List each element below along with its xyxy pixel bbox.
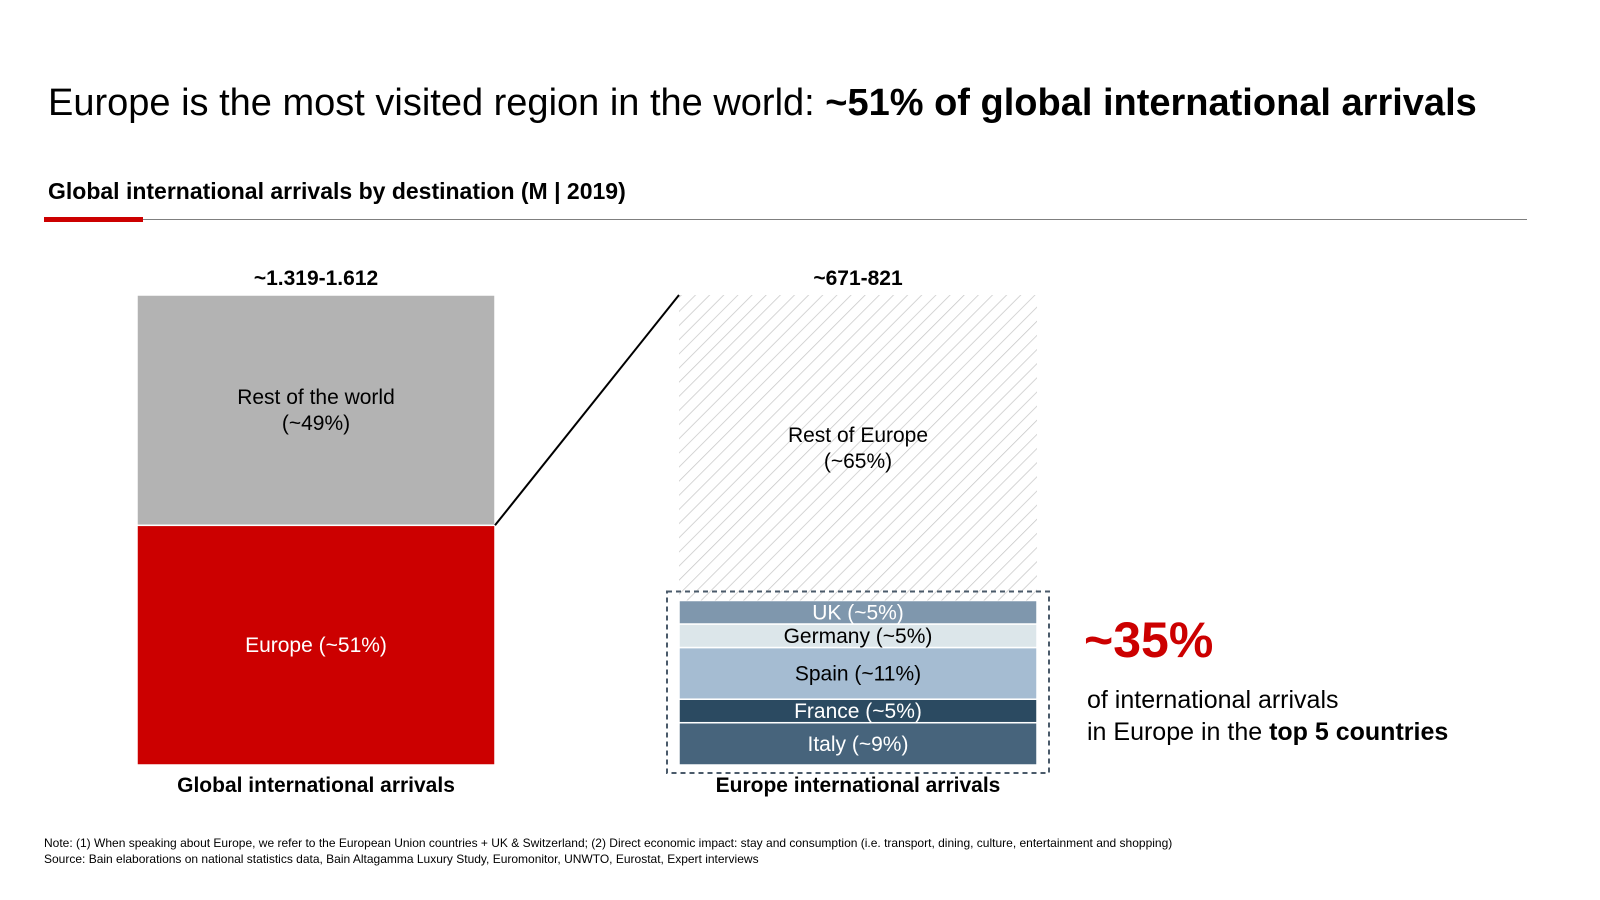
label-spain: Spain (~11%) [795,662,921,685]
segment-spain [678,646,1038,700]
subtitle-divider [44,219,1527,220]
label-uk: UK (~5%) [812,601,904,624]
category-label-global-international-arrivals: Global international arrivals [177,774,455,797]
subtitle-accent-bar [44,217,143,222]
label-italy: Italy (~9%) [808,733,909,756]
label-rest-of-europe-1: (~65%) [824,450,892,473]
slide-title: Europe is the most visited region in the… [48,80,1578,126]
footnote: Note: (1) When speaking about Europe, we… [44,835,1172,867]
segment-europe [136,524,496,766]
top5-share-value: ~35% [1084,612,1214,668]
title-regular: Europe is the most visited region in the… [48,82,826,124]
segment-rest-of-the-world [136,294,496,527]
label-rest-of-europe-0: Rest of Europe [788,424,928,447]
label-france: France (~5%) [794,700,922,723]
segment-italy [678,721,1038,766]
label-germany: Germany (~5%) [784,625,933,648]
zoom-connector-line [494,294,680,526]
top5-share-caption: of international arrivals in Europe in t… [1087,684,1448,748]
total-label-europe-international-arrivals: ~671-821 [813,267,903,290]
chart-subtitle: Global international arrivals by destina… [48,178,626,204]
label-rest-of-the-world-0: Rest of the world [237,386,395,409]
segment-rest-of-europe [679,295,1037,601]
label-rest-of-the-world-1: (~49%) [282,412,350,435]
top5-highlight-box [666,590,1050,774]
category-label-europe-international-arrivals: Europe international arrivals [716,774,1001,797]
callout-line-2-regular: in Europe in the [1087,718,1270,746]
callout-line-1: of international arrivals [1087,686,1339,714]
callout-line-2-bold: top 5 countries [1269,718,1449,746]
callout-line-2: in Europe in the top 5 countries [1087,716,1448,748]
footnote-source: Source: Bain elaborations on national st… [44,852,759,866]
footnote-note: Note: (1) When speaking about Europe, we… [44,836,1173,850]
label-europe: Europe (~51%) [245,634,387,657]
title-bold: ~51% of global international arrivals [825,82,1477,124]
total-label-global-international-arrivals: ~1.319-1.612 [254,267,378,290]
